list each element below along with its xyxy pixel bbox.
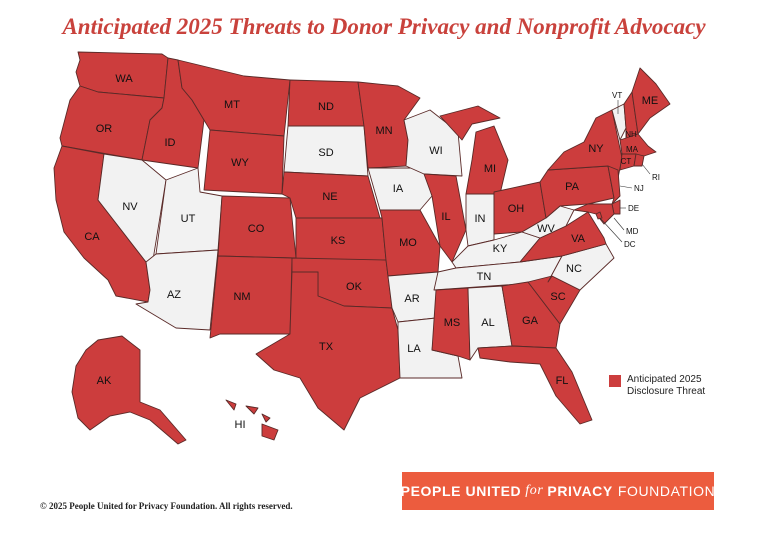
copyright-notice: © 2025 People United for Privacy Foundat… [40,501,293,511]
label-ak: AK [97,375,112,387]
state-ga[interactable] [501,281,561,349]
label-tn: TN [477,271,492,283]
label-il: IL [441,211,450,223]
label-wy: WY [231,157,249,169]
label-or: OR [96,123,113,135]
label-az: AZ [167,289,181,301]
leader-nj [619,185,633,189]
label-ma: MA [626,145,639,154]
brand-privacy: PRIVACY [547,483,613,499]
map-title: Anticipated 2025 Threats to Donor Privac… [62,14,706,39]
label-oh: OH [508,203,525,215]
state-ak[interactable] [71,335,187,445]
label-sc: SC [550,291,565,303]
label-ia: IA [393,183,404,195]
label-id: ID [165,137,176,149]
state-ri[interactable] [633,153,645,167]
label-wa: WA [115,73,133,85]
label-wv: WV [537,223,555,235]
leader-dc [599,217,623,243]
brand-banner: PEOPLE UNITED for PRIVACY FOUNDATION [400,472,716,510]
label-mt: MT [224,99,240,111]
label-mn: MN [375,125,392,137]
state-az[interactable] [135,249,219,331]
label-ri: RI [652,173,660,182]
label-nv: NV [122,201,138,213]
state-md[interactable] [573,203,615,225]
label-de: DE [628,204,639,213]
label-nm: NM [233,291,250,303]
label-al: AL [481,317,494,329]
label-mo: MO [399,237,417,249]
label-sd: SD [318,147,333,159]
label-ks: KS [331,235,346,247]
label-hi: HI [235,419,246,431]
label-fl: FL [556,375,569,387]
label-wi: WI [429,145,442,157]
label-ca: CA [84,231,100,243]
legend-label-line1: Anticipated 2025 [627,374,702,385]
legend-swatch [609,375,621,387]
label-ky: KY [493,243,508,255]
label-nj: NJ [634,184,644,193]
state-hi[interactable] [225,399,279,441]
label-ar: AR [404,293,419,305]
label-pa: PA [565,181,580,193]
label-nc: NC [566,263,582,275]
label-ct: CT [621,157,632,166]
brand-for: for [525,483,544,498]
leader-md [613,217,625,231]
legend-label: Anticipated 2025 Disclosure Threat [627,374,747,398]
label-in: IN [475,213,486,225]
brand-people: PEOPLE UNITED [400,483,522,499]
label-ut: UT [181,213,196,225]
label-ne: NE [322,191,337,203]
leader-ri [641,163,651,175]
label-ny: NY [588,143,604,155]
label-ga: GA [522,315,539,327]
label-mi: MI [484,163,496,175]
state-nm[interactable] [209,255,293,339]
state-ms[interactable] [431,287,471,361]
label-dc: DC [624,240,636,249]
label-ms: MS [444,317,461,329]
state-tx[interactable] [255,271,401,431]
label-nh: NH [625,130,637,139]
brand-foundation: FOUNDATION [617,483,716,499]
label-va: VA [571,233,586,245]
label-vt: VT [612,91,622,100]
label-tx: TX [319,341,334,353]
label-ok: OK [346,281,363,293]
state-dc[interactable] [595,211,603,220]
label-md: MD [626,227,639,236]
label-me: ME [642,95,659,107]
state-nj[interactable] [607,165,621,205]
label-nd: ND [318,101,334,113]
label-la: LA [407,343,421,355]
label-co: CO [248,223,265,235]
state-fl[interactable] [477,345,593,425]
legend-label-line2: Disclosure Threat [627,386,706,397]
